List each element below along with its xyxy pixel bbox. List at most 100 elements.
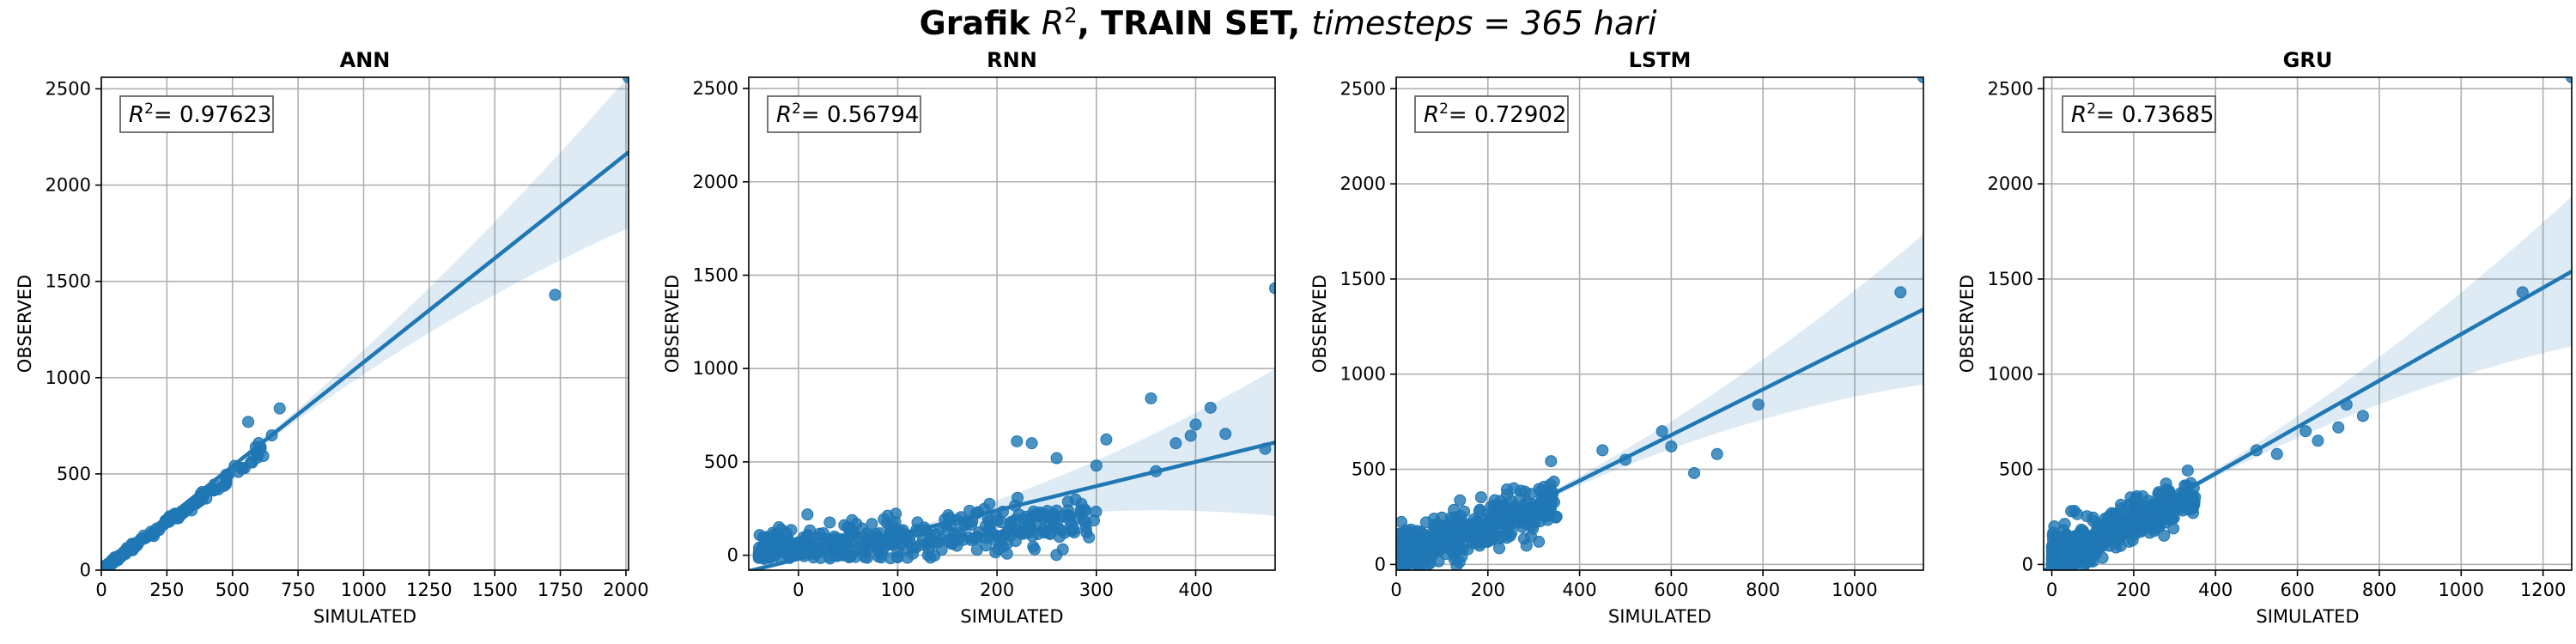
- data-point: [1474, 491, 1487, 504]
- x-tick-label: 400: [2198, 580, 2233, 600]
- y-tick-label: 2000: [1340, 173, 1386, 194]
- plot-area: [1396, 77, 1923, 570]
- data-point: [954, 528, 967, 541]
- data-point-outlier: [623, 77, 629, 83]
- r2-annotation: R2= 0.73685: [2071, 100, 2214, 128]
- data-point: [1461, 520, 1474, 533]
- data-point-outlier: [1204, 401, 1217, 414]
- confidence-band: [1396, 234, 1923, 570]
- x-tick-label: 0: [95, 580, 106, 600]
- regression-line: [1396, 307, 1923, 570]
- data-point: [2080, 529, 2093, 542]
- data-point: [2181, 464, 2194, 477]
- regression-line: [101, 150, 629, 570]
- data-point: [1069, 493, 1082, 506]
- data-point: [2114, 539, 2127, 552]
- data-point: [235, 462, 248, 475]
- y-tick-label: 1000: [1340, 364, 1386, 385]
- data-point-outlier: [1184, 429, 1197, 442]
- subplot-lstm: 0 200 400 600 800 1000 0 500 1000 1500 2000 2500 LST…: [1309, 48, 1924, 627]
- subplot-rnn: 0 100 200 300 400 0 500 1000 1500 2000 2500 RNN SIMU…: [662, 48, 1276, 627]
- y-axis-label: OBSERVED: [662, 275, 683, 373]
- data-point: [1436, 511, 1449, 524]
- data-point: [901, 551, 914, 564]
- y-tick-label: 500: [1352, 459, 1386, 480]
- x-tick-label: 0: [793, 580, 804, 600]
- data-point: [1481, 536, 1494, 549]
- data-point-outlier: [1894, 286, 1907, 299]
- x-tick-label: 200: [980, 580, 1014, 600]
- data-point: [2048, 520, 2061, 533]
- data-point: [773, 541, 786, 554]
- data-point: [2063, 537, 2075, 550]
- data-point: [1028, 543, 1041, 556]
- x-tick-label: 300: [1079, 580, 1114, 600]
- data-point-outlier: [1665, 440, 1678, 453]
- x-tick-label: 800: [2362, 580, 2397, 600]
- data-point: [2128, 525, 2141, 538]
- data-point: [1470, 537, 1483, 550]
- x-tick-label: 0: [2046, 580, 2057, 600]
- data-point: [1505, 526, 1518, 539]
- data-point: [2081, 510, 2093, 523]
- data-point: [828, 530, 841, 543]
- r2-annotation-box: [1414, 95, 1569, 133]
- data-point: [994, 534, 1007, 547]
- data-point: [845, 528, 858, 541]
- y-tick-label: 0: [2022, 554, 2033, 574]
- data-point-outlier: [549, 289, 562, 301]
- x-tick-label: 400: [1563, 580, 1597, 600]
- data-point: [1504, 495, 1517, 507]
- data-point-outlier: [1090, 459, 1103, 472]
- data-point-outlier: [2300, 425, 2312, 438]
- data-point: [1424, 538, 1437, 551]
- data-point-outlier: [1189, 418, 1202, 431]
- x-tick-label: 500: [216, 580, 250, 600]
- y-tick-label: 1000: [1988, 364, 2033, 385]
- data-point: [1430, 522, 1443, 535]
- data-point: [1026, 530, 1039, 543]
- data-point: [859, 544, 872, 557]
- subplot-title: GRU: [2283, 48, 2333, 72]
- data-point: [2099, 520, 2111, 533]
- data-point: [846, 513, 859, 526]
- data-point-outlier: [2566, 77, 2572, 83]
- r2-annotation-box: [767, 95, 921, 133]
- x-axis-label: SIMULATED: [1608, 606, 1711, 627]
- data-point-outlier: [1752, 398, 1765, 411]
- regression-line: [749, 440, 1275, 570]
- x-tick-label: 600: [2281, 580, 2315, 600]
- data-point-outlier: [242, 416, 255, 428]
- x-tick-label: 2000: [603, 580, 648, 600]
- r2-annotation: R2= 0.97623: [129, 100, 271, 128]
- x-axis-label: SIMULATED: [2256, 606, 2359, 627]
- subplot-title: ANN: [340, 48, 391, 72]
- data-point-outlier: [1269, 282, 1275, 295]
- y-tick-label: 500: [57, 464, 91, 484]
- data-point: [1079, 515, 1092, 528]
- y-tick-label: 500: [704, 452, 738, 472]
- data-point-outlier: [273, 402, 286, 415]
- y-tick-label: 1000: [693, 358, 738, 379]
- data-point-outlier: [1656, 425, 1668, 438]
- data-point: [878, 542, 890, 555]
- y-tick-label: 1000: [46, 368, 91, 388]
- data-point: [1493, 542, 1506, 555]
- data-point: [1056, 543, 1069, 556]
- axes-frame: [2043, 76, 2573, 571]
- data-point-outlier: [1100, 433, 1113, 446]
- data-point: [781, 534, 794, 547]
- data-point-outlier: [1145, 392, 1157, 404]
- plot-area: [749, 282, 1275, 570]
- x-tick-label: 800: [1746, 580, 1780, 600]
- data-point: [1074, 504, 1087, 517]
- y-tick-label: 1500: [1340, 269, 1386, 289]
- data-point: [1005, 516, 1018, 529]
- r2-annotation: R2= 0.56794: [776, 100, 919, 128]
- data-point: [189, 497, 202, 510]
- regression-line: [2044, 270, 2572, 570]
- data-point: [2071, 507, 2084, 520]
- data-point-outlier: [2356, 410, 2369, 422]
- x-tick-label: 0: [1390, 580, 1401, 600]
- data-point-outlier: [2270, 447, 2283, 460]
